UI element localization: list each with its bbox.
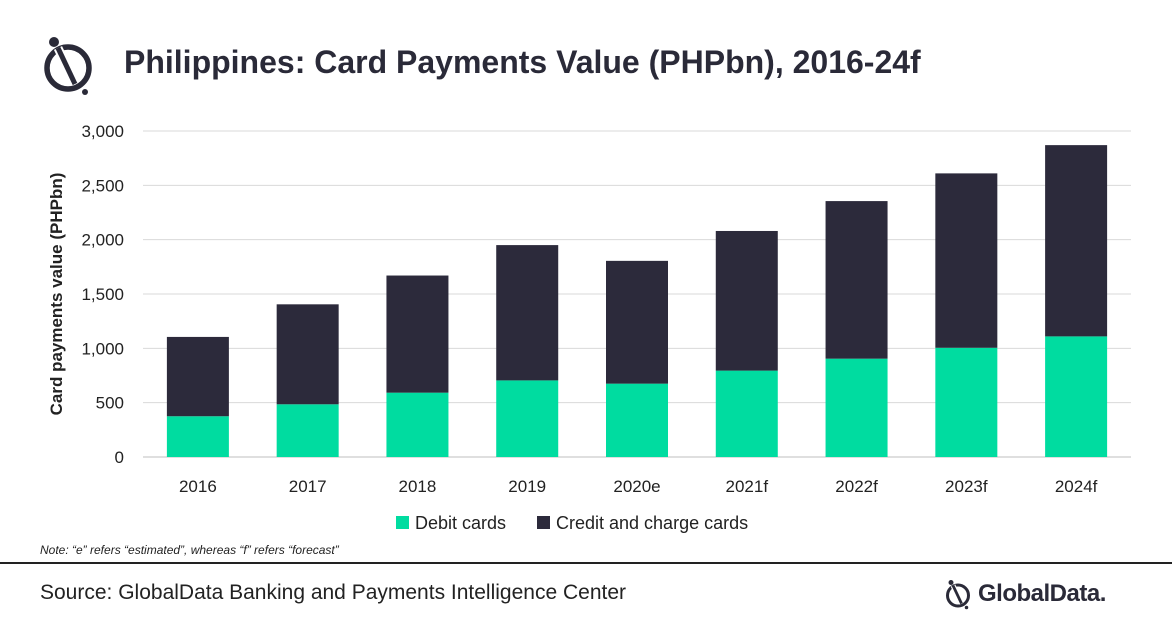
bar-credit bbox=[386, 275, 449, 393]
y-tick-label: 500 bbox=[96, 394, 124, 413]
y-tick-label: 1,500 bbox=[81, 285, 124, 304]
bar-credit bbox=[715, 230, 778, 371]
bar-debit bbox=[276, 404, 339, 457]
bar-debit bbox=[386, 392, 449, 457]
bar-debit bbox=[1045, 336, 1108, 457]
stacked-bar-chart: 0 500 1,000 1,500 2,000 2,500 3,000 Card paymen… bbox=[47, 122, 1131, 533]
x-tick-label: 2016 bbox=[179, 477, 217, 496]
globaldata-logo-icon bbox=[946, 580, 970, 610]
y-tick-label: 2,000 bbox=[81, 231, 124, 250]
y-tick-label: 3,000 bbox=[81, 122, 124, 141]
legend-swatch-debit bbox=[396, 516, 409, 529]
bar-credit bbox=[606, 260, 668, 384]
y-tick-label: 2,500 bbox=[81, 176, 124, 195]
chart-note: Note: “e” refers “estimated”, whereas “f… bbox=[40, 543, 339, 557]
footer-divider bbox=[0, 562, 1172, 564]
bar-debit bbox=[825, 358, 888, 457]
legend-label-credit: Credit and charge cards bbox=[556, 513, 748, 533]
x-tick-label: 2022f bbox=[835, 477, 878, 496]
bar-credit bbox=[825, 201, 888, 359]
globaldata-logo-icon bbox=[44, 37, 92, 95]
bar-debit bbox=[606, 383, 668, 457]
x-tick-label: 2017 bbox=[289, 477, 327, 496]
brand-name: GlobalData. bbox=[978, 580, 1106, 607]
chart-title: Philippines: Card Payments Value (PHPbn)… bbox=[124, 44, 921, 80]
x-tick-label: 2020e bbox=[613, 477, 660, 496]
x-tick-label: 2019 bbox=[508, 477, 546, 496]
bar-credit bbox=[1045, 145, 1108, 337]
legend-swatch-credit bbox=[537, 516, 550, 529]
source-text: Source: GlobalData Banking and Payments … bbox=[40, 581, 627, 604]
bar-credit bbox=[276, 304, 339, 405]
x-tick-label: 2021f bbox=[726, 477, 769, 496]
bar-debit bbox=[935, 347, 998, 457]
bar-debit bbox=[496, 380, 559, 457]
bar-debit bbox=[166, 416, 229, 457]
x-tick-label: 2024f bbox=[1055, 477, 1098, 496]
legend-label-debit: Debit cards bbox=[415, 513, 506, 533]
bar-credit bbox=[166, 336, 229, 417]
bar-credit bbox=[496, 245, 559, 381]
bar-debit bbox=[715, 370, 778, 457]
y-tick-label: 1,000 bbox=[81, 339, 124, 358]
brand-logo: GlobalData. bbox=[944, 576, 1106, 612]
x-tick-label: 2023f bbox=[945, 477, 988, 496]
y-axis-label: Card payments value (PHPbn) bbox=[47, 173, 66, 416]
bar-credit bbox=[935, 173, 998, 348]
x-tick-label: 2018 bbox=[399, 477, 437, 496]
y-tick-label: 0 bbox=[115, 448, 124, 467]
